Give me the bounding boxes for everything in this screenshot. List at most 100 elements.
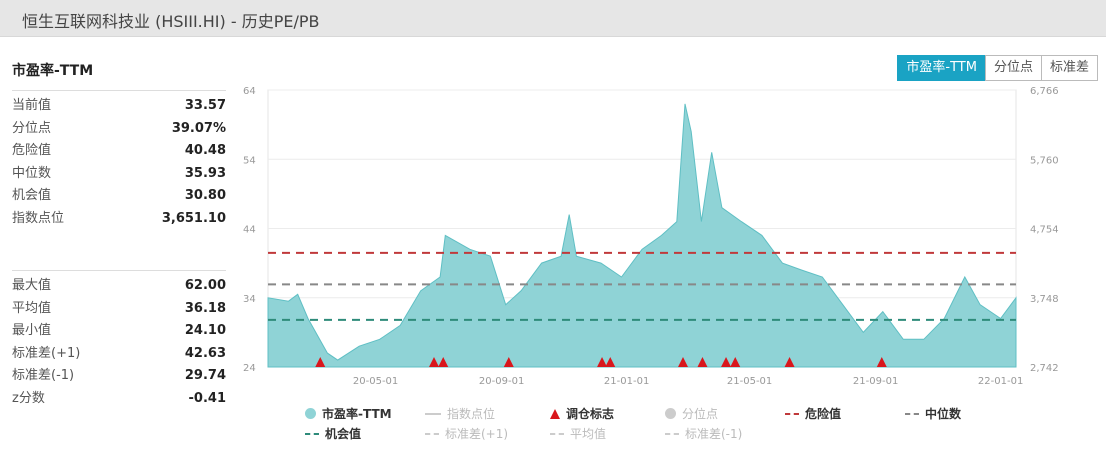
dash-icon xyxy=(550,432,564,435)
stat-label: 标准差(-1) xyxy=(12,368,75,383)
stat-row: 当前值 33.57 xyxy=(12,95,226,118)
legend-label: 危险值 xyxy=(805,407,842,421)
legend-item[interactable]: 调仓标志 xyxy=(550,405,614,422)
stats-summary-top: 当前值 33.57 分位点 39.07% 危险值 40.48 中位数 35.93 机会值 30.8… xyxy=(12,90,226,230)
y2-tick-label: 3,748 xyxy=(1030,294,1059,305)
y-tick-label: 24 xyxy=(243,363,256,374)
stat-label: 机会值 xyxy=(12,188,52,203)
rebalance-marker[interactable] xyxy=(438,357,449,367)
triangle-icon xyxy=(550,408,560,419)
rebalance-marker[interactable] xyxy=(784,357,795,367)
stat-value: 35.93 xyxy=(184,165,226,181)
window-title: 恒生互联网科技业 (HSIII.HI) - 历史PE/PB xyxy=(22,12,320,31)
dash-icon xyxy=(305,432,319,435)
legend-label: 分位点 xyxy=(682,407,719,421)
legend-label: 调仓标志 xyxy=(566,407,615,421)
stat-value: 39.07% xyxy=(171,120,226,136)
stat-label: 中位数 xyxy=(12,165,52,181)
y-tick-label: 44 xyxy=(243,225,256,236)
toggle-button[interactable]: 市盈率-TTM xyxy=(897,55,986,81)
stat-row: 指数点位 3,651.10 xyxy=(12,208,226,231)
stat-label: 最小值 xyxy=(12,323,52,338)
legend-item[interactable]: 标准差(+1) xyxy=(425,425,508,442)
legend-label: 中位数 xyxy=(925,407,962,421)
rebalance-marker[interactable] xyxy=(503,357,514,367)
legend-item[interactable]: 平均值 xyxy=(550,425,606,442)
rebalance-marker[interactable] xyxy=(605,357,616,367)
rebalance-marker[interactable] xyxy=(697,357,708,367)
stat-value: 30.80 xyxy=(184,188,226,203)
stat-row: 标准差(+1) 42.63 xyxy=(12,343,226,366)
rebalance-marker[interactable] xyxy=(721,357,732,367)
rebalance-marker[interactable] xyxy=(428,357,439,367)
circle-icon xyxy=(665,408,676,419)
rebalance-marker[interactable] xyxy=(730,357,741,367)
x-tick-label: 21-01-01 xyxy=(604,376,649,387)
y2-tick-label: 6,766 xyxy=(1030,86,1059,97)
stat-row: 标准差(-1) 29.74 xyxy=(12,365,226,388)
dash-icon xyxy=(905,412,919,415)
legend-item[interactable]: 指数点位 xyxy=(425,405,495,422)
x-tick-label: 21-05-01 xyxy=(727,376,772,387)
stat-row: 最大值 62.00 xyxy=(12,275,226,298)
y-tick-label: 64 xyxy=(243,86,256,97)
legend-item[interactable]: 标准差(-1) xyxy=(665,425,742,442)
legend-label: 市盈率-TTM xyxy=(322,407,392,421)
dash-icon xyxy=(785,412,799,415)
stat-row: 平均值 36.18 xyxy=(12,298,226,321)
stat-row: 危险值 40.48 xyxy=(12,140,226,163)
legend-item[interactable]: 市盈率-TTM xyxy=(305,405,392,422)
stat-value: 40.48 xyxy=(184,143,226,158)
stat-row: 最小值 24.10 xyxy=(12,320,226,343)
rebalance-marker[interactable] xyxy=(677,357,688,367)
legend-label: 平均值 xyxy=(570,427,607,441)
x-tick-label: 22-01-01 xyxy=(978,376,1023,387)
stat-value: 29.74 xyxy=(184,368,226,383)
section-title: 市盈率-TTM xyxy=(12,63,94,79)
legend-item[interactable]: 机会值 xyxy=(305,425,361,442)
rebalance-marker[interactable] xyxy=(876,357,887,367)
legend-label: 指数点位 xyxy=(447,407,496,421)
stat-row: 机会值 30.80 xyxy=(12,185,226,208)
stat-value: 24.10 xyxy=(184,323,226,338)
line-icon xyxy=(425,412,441,415)
legend-label: 标准差(-1) xyxy=(685,427,743,441)
stat-label: 平均值 xyxy=(12,300,52,316)
y-tick-label: 34 xyxy=(243,294,256,305)
stat-row: 中位数 35.93 xyxy=(12,163,226,186)
x-tick-label: 20-09-01 xyxy=(479,376,524,387)
circle-icon xyxy=(305,408,316,419)
rebalance-marker[interactable] xyxy=(597,357,608,367)
stat-value: -0.41 xyxy=(188,390,226,406)
stat-value: 3,651.10 xyxy=(161,210,226,226)
dash-icon xyxy=(425,432,439,435)
legend-item[interactable]: 分位点 xyxy=(665,405,718,422)
legend-label: 机会值 xyxy=(325,427,362,441)
y2-tick-label: 4,754 xyxy=(1030,225,1059,236)
stat-label: 指数点位 xyxy=(12,210,65,226)
x-tick-label: 20-05-01 xyxy=(353,376,398,387)
y-tick-label: 54 xyxy=(243,155,256,166)
legend-item[interactable]: 危险值 xyxy=(785,405,841,422)
rebalance-marker[interactable] xyxy=(315,357,326,367)
stat-label: 标准差(+1) xyxy=(12,345,81,361)
stat-value: 42.63 xyxy=(184,345,226,361)
stat-label: 分位点 xyxy=(12,120,52,136)
legend-label: 标准差(+1) xyxy=(445,427,509,441)
stat-label: 最大值 xyxy=(12,278,52,293)
pe-area-series xyxy=(267,103,1017,368)
x-tick-label: 21-09-01 xyxy=(853,376,898,387)
stat-value: 33.57 xyxy=(184,98,226,113)
window-titlebar: 恒生互联网科技业 (HSIII.HI) - 历史PE/PB xyxy=(0,0,1106,37)
y2-tick-label: 2,742 xyxy=(1030,363,1059,374)
toggle-button[interactable]: 分位点 xyxy=(984,55,1042,81)
legend-item[interactable]: 中位数 xyxy=(905,405,961,422)
stat-label: z分数 xyxy=(12,390,45,406)
y2-tick-label: 5,760 xyxy=(1030,155,1059,166)
toggle-button[interactable]: 标准差 xyxy=(1040,55,1098,81)
metric-toggle-group: 市盈率-TTM 分位点 标准差 xyxy=(897,55,1098,81)
stat-value: 62.00 xyxy=(184,278,226,293)
stat-row: z分数 -0.41 xyxy=(12,388,226,411)
stat-row: 分位点 39.07% xyxy=(12,118,226,141)
